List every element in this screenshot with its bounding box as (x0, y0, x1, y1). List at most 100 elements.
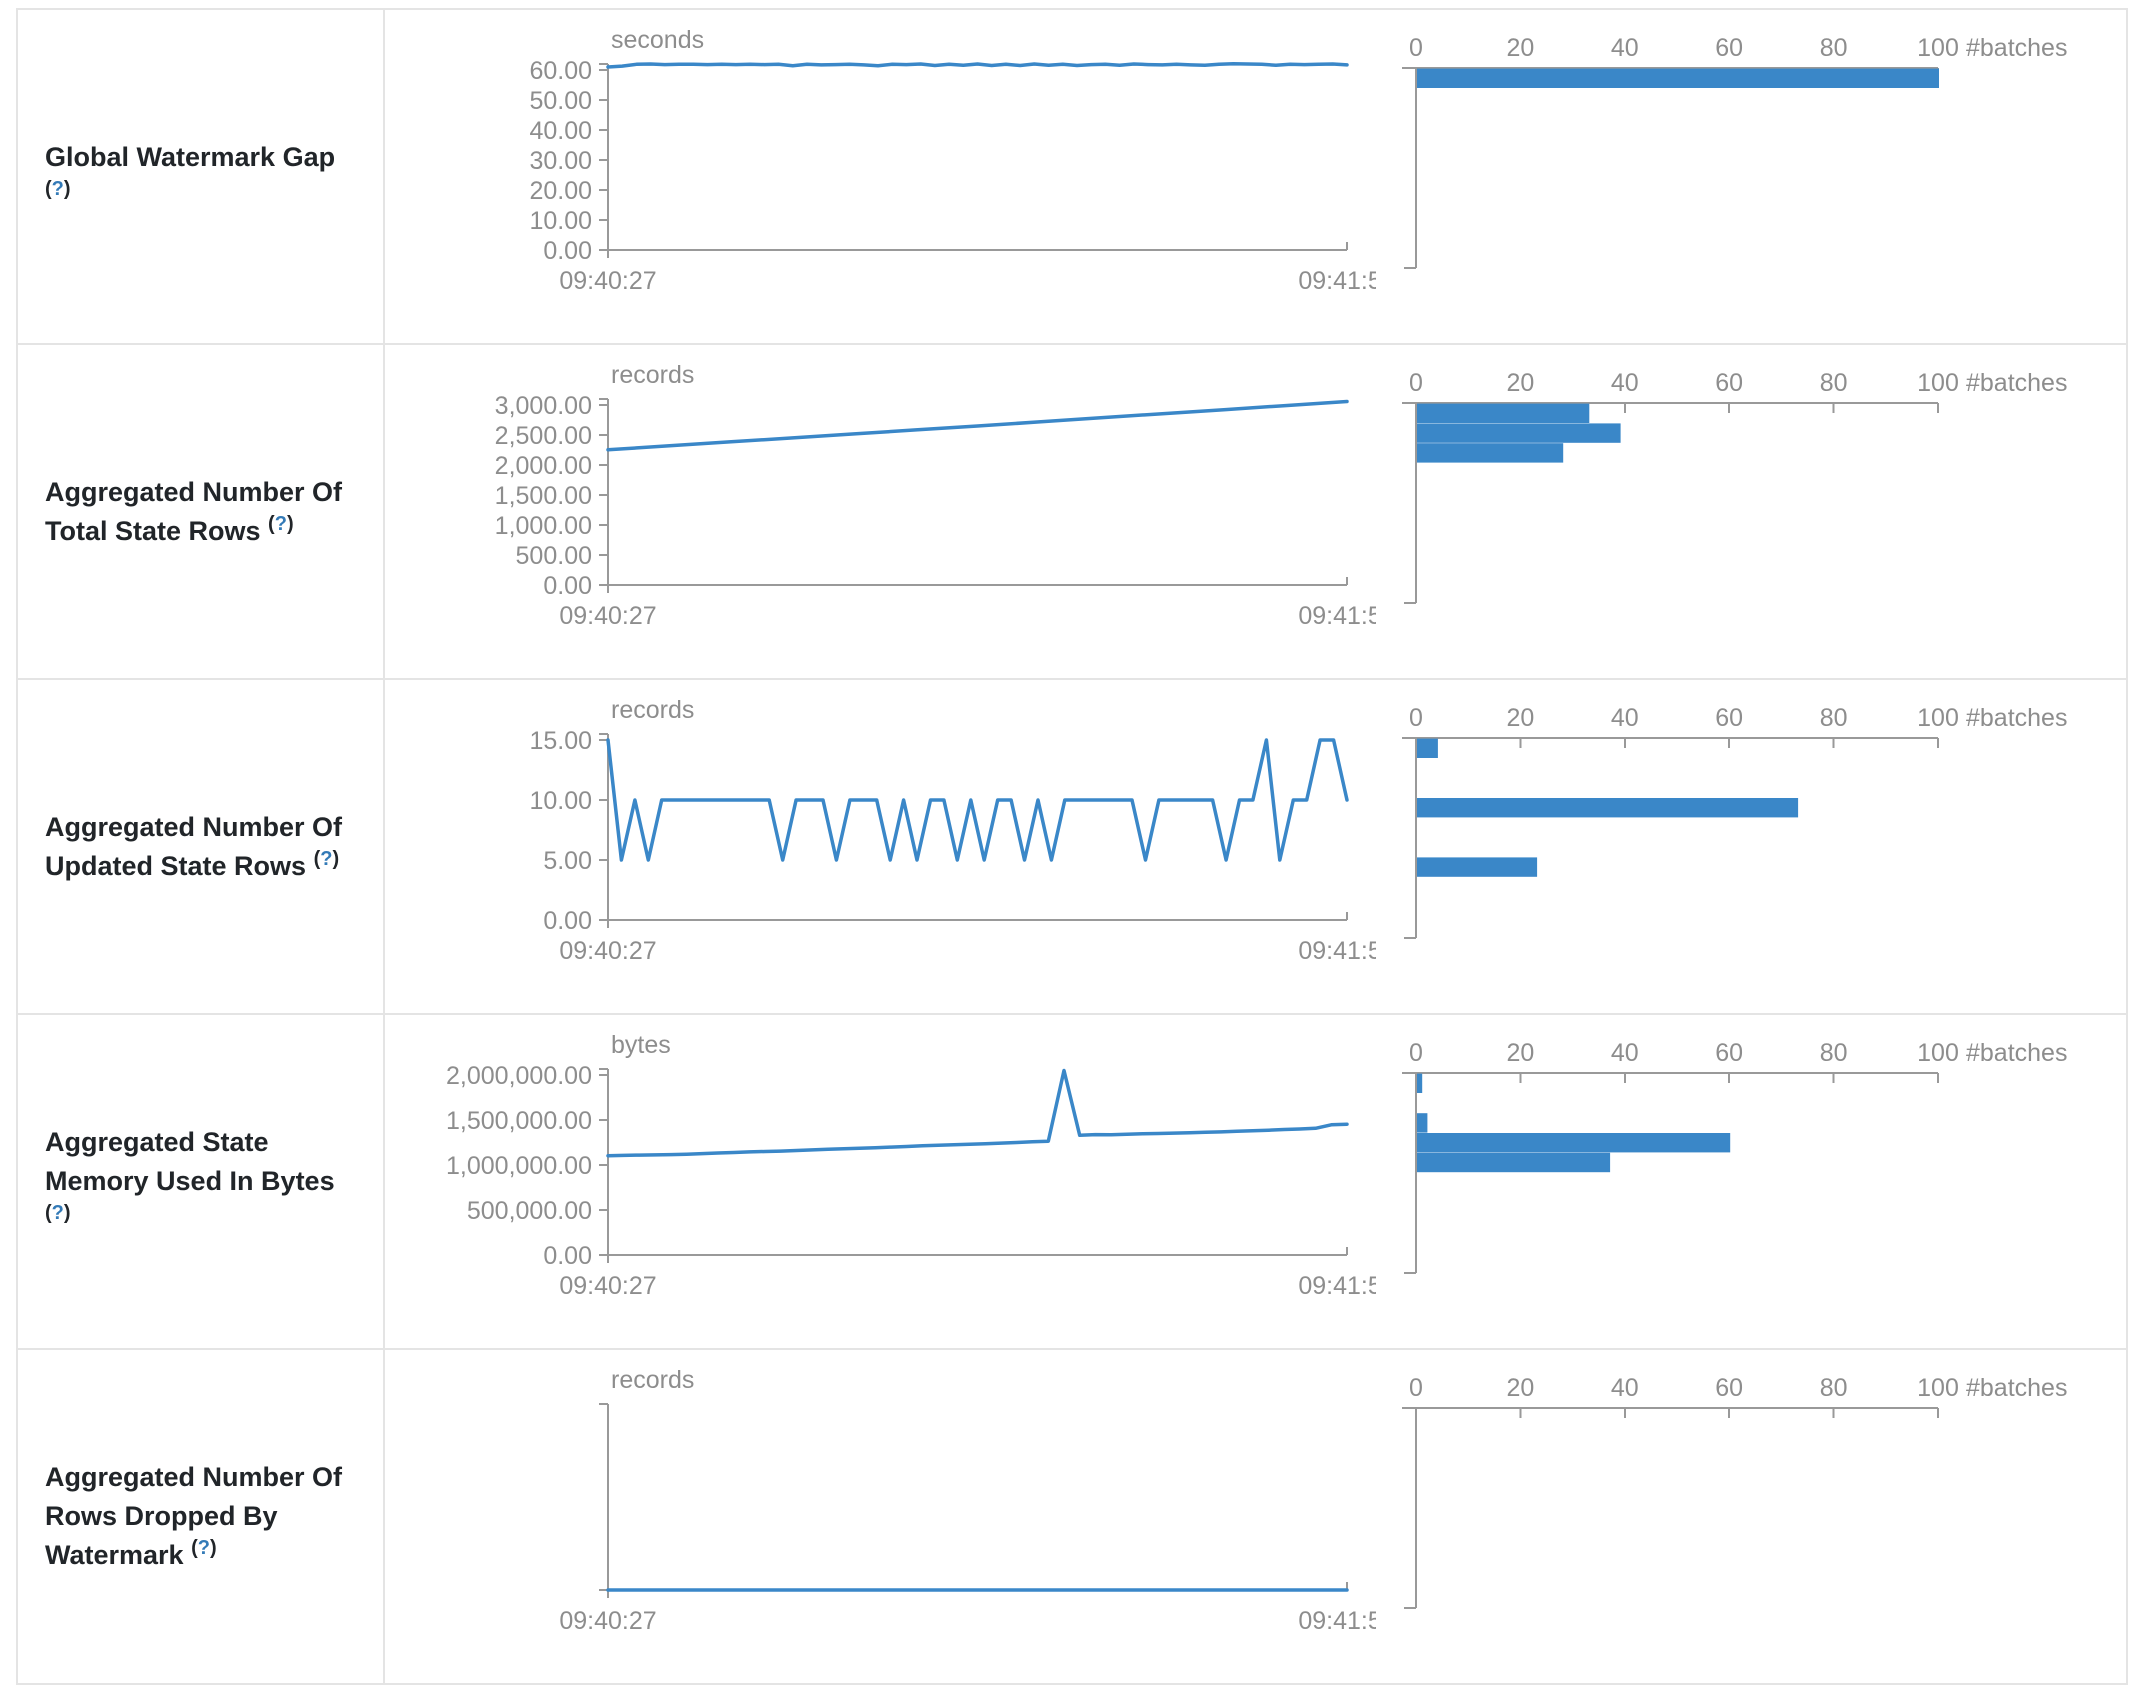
timeline-chart: records 0.00 5.00 10.00 15.00 09:40:27 09:41:5… (529, 696, 1376, 965)
svg-text:5.00: 5.00 (543, 847, 592, 875)
help-marker: (?) (314, 848, 340, 870)
metric-charts-cell: seconds 0.00 10.00 20.00 30.00 40.00 50.00 60.0… (385, 10, 2126, 343)
svg-text:09:40:27: 09:40:27 (559, 267, 656, 295)
svg-text:0: 0 (1409, 704, 1423, 732)
svg-text:09:41:56: 09:41:56 (1298, 1272, 1376, 1300)
help-paren-close: ) (209, 1537, 217, 1559)
svg-text:0.00: 0.00 (543, 572, 592, 600)
metric-row: Aggregated Number Of Updated State Rows … (18, 678, 2126, 1013)
metric-name: Global Watermark Gap (45, 141, 336, 172)
svg-text:records: records (611, 1366, 694, 1394)
help-marker: (?) (45, 1202, 71, 1224)
svg-text:20: 20 (1506, 704, 1534, 732)
svg-text:60: 60 (1715, 1374, 1743, 1402)
svg-text:100: 100 (1917, 1374, 1959, 1402)
metric-name: Aggregated Number Of Rows Dropped By Wat… (45, 1462, 343, 1570)
help-marker: (?) (191, 1537, 217, 1559)
svg-text:09:41:56: 09:41:56 (1298, 1607, 1376, 1635)
svg-text:#batches: #batches (1966, 34, 2067, 62)
help-question-link[interactable]: ? (197, 1537, 210, 1559)
svg-text:80: 80 (1820, 369, 1848, 397)
svg-text:40: 40 (1611, 34, 1639, 62)
svg-text:1,500,000.00: 1,500,000.00 (446, 1107, 592, 1135)
help-paren-close: ) (63, 1202, 71, 1224)
metric-charts-cell: records 09:40:27 09:41:56 0 20 40 60 80 100#bat… (385, 1350, 2126, 1683)
svg-text:30.00: 30.00 (529, 147, 592, 175)
svg-text:10.00: 10.00 (529, 207, 592, 235)
timeline-chart: seconds 0.0010.0020.0030.0040.0050.0060.0… (529, 26, 1376, 295)
svg-text:2,500.00: 2,500.00 (495, 422, 592, 450)
help-paren-open: ( (313, 847, 321, 870)
metric-label-cell: Aggregated Number Of Updated State Rows … (18, 680, 385, 1013)
help-question-link[interactable]: ? (274, 512, 287, 535)
svg-text:1,000.00: 1,000.00 (495, 512, 592, 540)
timeline-chart: records 0.00500.001,000.001,500.002,000.0… (495, 361, 1376, 630)
svg-text:0.00: 0.00 (543, 1242, 592, 1270)
metric-label: Global Watermark Gap (?) (45, 138, 365, 216)
help-paren-close: ) (286, 512, 294, 535)
metric-label: Aggregated Number Of Updated State Rows … (45, 808, 365, 886)
svg-text:60: 60 (1715, 34, 1743, 62)
help-question-link[interactable]: ? (51, 177, 64, 200)
svg-text:50.00: 50.00 (529, 87, 592, 115)
svg-text:1,000,000.00: 1,000,000.00 (446, 1152, 592, 1180)
svg-text:0: 0 (1409, 369, 1423, 397)
svg-text:40: 40 (1611, 1039, 1639, 1067)
help-paren-close: ) (332, 847, 340, 870)
metric-name: Aggregated Number Of Total State Rows (45, 476, 343, 546)
svg-text:10.00: 10.00 (529, 787, 592, 815)
metric-name: Aggregated State Memory Used In Bytes (45, 1127, 335, 1196)
metric-charts-cell: records 0.00 5.00 10.00 15.00 09:40:27 09:41:5… (385, 680, 2126, 1013)
svg-text:20: 20 (1506, 1039, 1534, 1067)
help-paren-open: ( (45, 1202, 52, 1224)
svg-text:40: 40 (1611, 1374, 1639, 1402)
svg-text:records: records (611, 696, 694, 724)
help-paren-open: ( (191, 1537, 198, 1559)
histogram-chart: 0 20 40 60 80 100 #batches (1402, 34, 2067, 269)
svg-text:seconds: seconds (611, 26, 704, 54)
svg-text:#batches: #batches (1966, 704, 2067, 732)
svg-text:80: 80 (1820, 1374, 1848, 1402)
metric-row: Aggregated Number Of Total State Rows (?… (18, 343, 2126, 678)
svg-text:20: 20 (1506, 1374, 1534, 1402)
svg-text:500.00: 500.00 (516, 542, 592, 570)
svg-text:0: 0 (1409, 1039, 1423, 1067)
svg-text:0.00: 0.00 (543, 237, 592, 265)
svg-text:bytes: bytes (611, 1031, 671, 1059)
svg-text:1,500.00: 1,500.00 (495, 482, 592, 510)
histogram-chart: 0 20 40 60 80 100 #batches (1402, 704, 2067, 939)
histogram-chart: 0 20 40 60 80 100 #batches (1402, 1039, 2067, 1274)
svg-text:09:40:27: 09:40:27 (559, 1607, 656, 1635)
svg-text:500,000.00: 500,000.00 (467, 1197, 592, 1225)
help-paren-open: ( (45, 177, 52, 200)
help-paren-open: ( (268, 512, 275, 535)
help-question-link[interactable]: ? (320, 847, 333, 870)
svg-text:60: 60 (1715, 1039, 1743, 1067)
help-marker: (?) (268, 513, 294, 535)
svg-text:80: 80 (1820, 1039, 1848, 1067)
svg-text:60: 60 (1715, 704, 1743, 732)
svg-text:2,000.00: 2,000.00 (495, 452, 592, 480)
svg-text:80: 80 (1820, 34, 1848, 62)
svg-text:100: 100 (1917, 704, 1959, 732)
metric-charts-cell: bytes 0.00 500,000.00 1,000,000.00 1,500,000… (385, 1015, 2126, 1348)
metric-label-cell: Global Watermark Gap (?) (18, 10, 385, 343)
svg-text:20: 20 (1506, 34, 1534, 62)
svg-text:09:41:56: 09:41:56 (1298, 937, 1376, 965)
histogram-chart: 0 20 40 60 80 100 #batches (1402, 1374, 2067, 1609)
metric-charts-cell: records 0.00 500.00 1,000.00 1,500.00 2,000.0… (385, 345, 2126, 678)
help-paren-close: ) (63, 177, 71, 200)
svg-text:09:41:56: 09:41:56 (1298, 267, 1376, 295)
help-question-link[interactable]: ? (51, 1202, 64, 1224)
svg-text:records: records (611, 361, 694, 389)
svg-text:09:40:27: 09:40:27 (559, 1272, 656, 1300)
svg-text:0.00: 0.00 (543, 907, 592, 935)
svg-text:100: 100 (1917, 34, 1959, 62)
metric-row: Global Watermark Gap (?) seconds 0.00 10.0… (18, 10, 2126, 343)
svg-text:09:40:27: 09:40:27 (559, 602, 656, 630)
svg-text:0: 0 (1409, 1374, 1423, 1402)
metric-label-cell: Aggregated Number Of Rows Dropped By Wat… (18, 1350, 385, 1683)
svg-text:3,000.00: 3,000.00 (495, 392, 592, 420)
svg-text:60: 60 (1715, 369, 1743, 397)
svg-text:80: 80 (1820, 704, 1848, 732)
